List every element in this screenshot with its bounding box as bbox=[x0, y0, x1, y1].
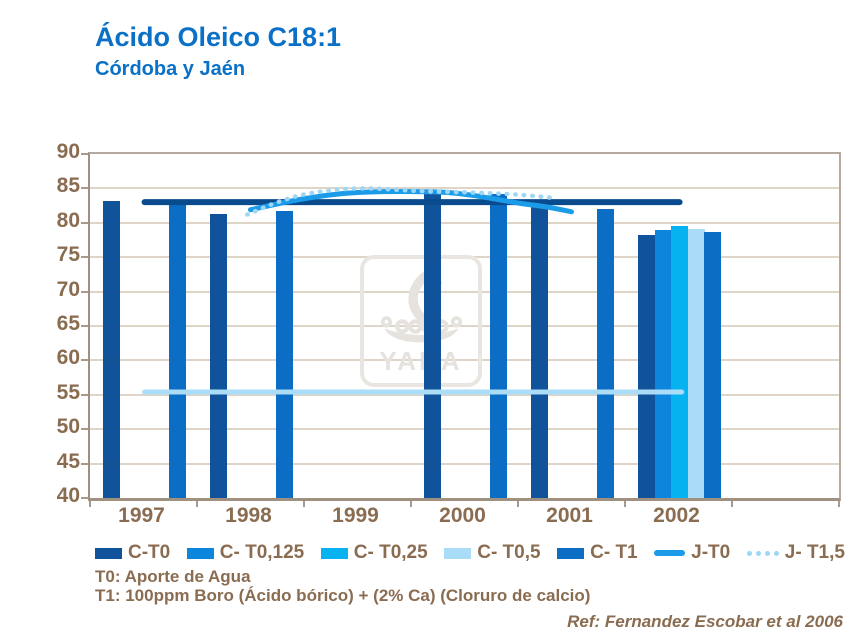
bar-c-t0-2000 bbox=[424, 191, 441, 498]
x-tick-6 bbox=[731, 501, 733, 507]
y-tick-80 bbox=[81, 221, 88, 224]
bar-c-t0-1998 bbox=[210, 213, 227, 498]
bar-c-t1-2000 bbox=[490, 193, 508, 498]
y-label-80: 80 bbox=[56, 208, 80, 232]
gridline-60 bbox=[90, 359, 839, 362]
y-label-75: 75 bbox=[56, 243, 80, 267]
gridline-70 bbox=[90, 290, 839, 293]
legend-item-c-t0-5: C- T0,5 bbox=[444, 542, 541, 564]
legend-label-c-t0: C-T0 bbox=[128, 542, 171, 563]
gridline-80 bbox=[90, 221, 839, 224]
y-tick-60 bbox=[81, 359, 88, 362]
legend-item-c-t0-25: C- T0,25 bbox=[320, 542, 428, 564]
legend-label-c-t0-5: C- T0,5 bbox=[477, 542, 541, 563]
y-tick-50 bbox=[81, 428, 88, 431]
y-tick-40 bbox=[81, 497, 88, 499]
footnote-t0: T0: Aporte de Agua bbox=[95, 567, 251, 586]
legend-item-j-t1-5: J- T1,5 bbox=[746, 542, 845, 564]
legend-label-c-t0-125: C- T0,125 bbox=[219, 542, 305, 563]
bar-c-t0-5-2002 bbox=[687, 228, 705, 498]
legend-label-j-t1-5: J- T1,5 bbox=[784, 542, 845, 563]
y-tick-90 bbox=[81, 153, 88, 155]
x-tick-0 bbox=[89, 501, 91, 507]
bar-c-t0-2002 bbox=[638, 235, 655, 498]
chart-legend: C-T0 C- T0,125 C- T0,25 C- T0,5 C- T1 J-T0 J- … bbox=[95, 541, 845, 565]
legend-swatch-c-t0 bbox=[95, 547, 122, 559]
legend-swatch-c-t0-5 bbox=[444, 547, 472, 559]
legend-label-c-t0-25: C- T0,25 bbox=[353, 542, 428, 563]
gridline-65 bbox=[90, 325, 839, 327]
y-tick-45 bbox=[81, 462, 88, 465]
gridline-50 bbox=[90, 428, 839, 431]
gridline-85 bbox=[90, 187, 839, 190]
bar-c-t0-25-2002 bbox=[671, 226, 689, 498]
y-label-60: 60 bbox=[56, 346, 80, 370]
y-label-70: 70 bbox=[56, 277, 80, 301]
y-label-55: 55 bbox=[56, 380, 80, 404]
x-tick-4 bbox=[517, 501, 519, 507]
bar-c-t0-125-2002 bbox=[654, 230, 672, 498]
x-tick-5 bbox=[624, 501, 626, 507]
footnote-t1: T1: 100ppm Boro (Ácido bórico) + (2% Ca)… bbox=[95, 586, 591, 605]
legend-swatch-c-t1 bbox=[557, 547, 585, 559]
bar-c-t0-1997 bbox=[103, 201, 120, 498]
legend-item-c-t0-125: C- T0,125 bbox=[186, 542, 305, 564]
bar-c-t1-2001 bbox=[597, 209, 615, 498]
legend-label-j-t0: J-T0 bbox=[691, 542, 731, 563]
y-tick-75 bbox=[81, 256, 88, 259]
x-tick-7 bbox=[838, 501, 840, 507]
y-label-45: 45 bbox=[56, 449, 80, 473]
page-subtitle: Córdoba y Jaén bbox=[95, 58, 246, 80]
line-j-t1-5 bbox=[245, 186, 557, 217]
y-label-50: 50 bbox=[56, 415, 80, 439]
y-tick-85 bbox=[81, 187, 88, 190]
y-tick-70 bbox=[81, 290, 88, 293]
legend-item-j-t0: J-T0 bbox=[654, 542, 730, 564]
plot-area: YARA bbox=[81, 152, 841, 507]
y-label-65: 65 bbox=[56, 312, 80, 335]
legend-swatch-j-t1-5 bbox=[746, 550, 779, 556]
x-label-1999: 1999 bbox=[332, 504, 379, 527]
x-label-1997: 1997 bbox=[118, 504, 165, 527]
line-j-t0 bbox=[248, 189, 574, 215]
x-tick-1 bbox=[196, 501, 198, 507]
legend-item-c-t0: C-T0 bbox=[95, 542, 170, 564]
legend-item-c-t1: C- T1 bbox=[557, 542, 638, 564]
legend-swatch-c-t0-25 bbox=[320, 547, 348, 559]
bar-c-t1-2002 bbox=[704, 232, 722, 498]
y-tick-65 bbox=[81, 325, 88, 327]
page-title: Ácido Oleico C18:1 bbox=[95, 22, 342, 52]
y-label-40: 40 bbox=[56, 484, 80, 507]
gridline-45 bbox=[90, 462, 839, 465]
x-label-1998: 1998 bbox=[225, 504, 272, 527]
watermark-label: YARA bbox=[379, 346, 463, 376]
bar-c-t1-1997 bbox=[169, 202, 187, 498]
y-label-90: 90 bbox=[56, 140, 80, 163]
y-tick-55 bbox=[81, 393, 88, 396]
lines-layer bbox=[141, 186, 685, 395]
bar-c-t0-2001 bbox=[531, 206, 548, 498]
x-tick-2 bbox=[303, 501, 305, 507]
x-label-2000: 2000 bbox=[439, 504, 486, 527]
legend-swatch-c-t0-125 bbox=[186, 547, 214, 559]
bar-c-t1-1998 bbox=[276, 211, 294, 498]
x-label-2002: 2002 bbox=[653, 504, 700, 527]
x-tick-3 bbox=[410, 501, 412, 507]
legend-label-c-t1: C- T1 bbox=[590, 542, 638, 563]
x-label-2001: 2001 bbox=[546, 504, 593, 527]
y-label-85: 85 bbox=[56, 174, 80, 198]
gridline-55 bbox=[90, 393, 839, 396]
reference-citation: Ref: Fernandez Escobar et al 2006 bbox=[567, 612, 843, 631]
legend-swatch-j-t0 bbox=[654, 550, 686, 556]
